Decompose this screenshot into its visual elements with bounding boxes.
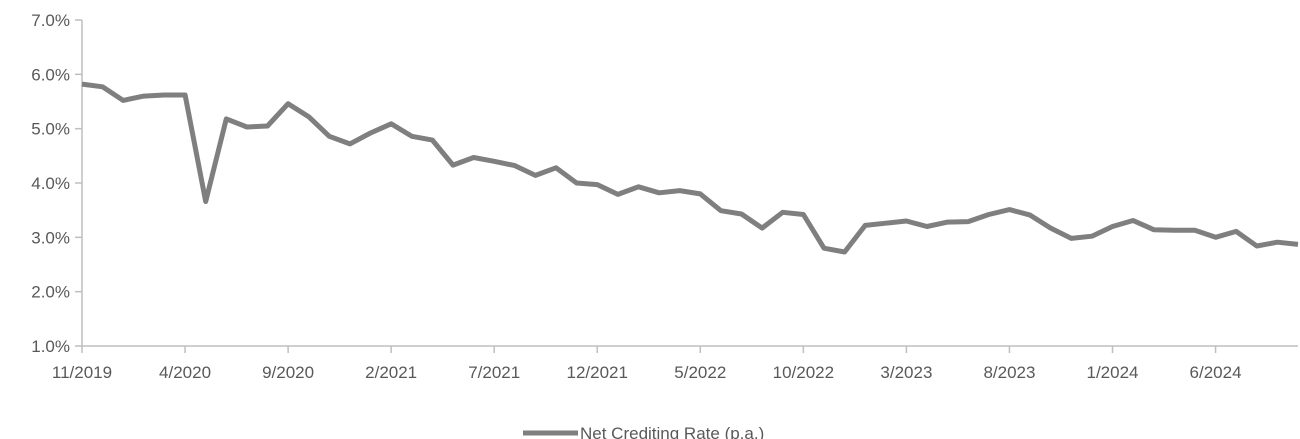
data-point <box>1254 244 1259 249</box>
data-point <box>801 212 806 217</box>
x-tick-label: 3/2023 <box>880 363 932 382</box>
x-tick-label: 7/2021 <box>468 363 520 382</box>
data-point <box>224 116 229 121</box>
data-point <box>925 224 930 229</box>
y-tick-label: 7.0% <box>31 11 70 30</box>
data-point <box>80 82 85 87</box>
data-point <box>1110 224 1115 229</box>
data-point <box>718 208 723 213</box>
data-point <box>244 125 249 130</box>
data-point <box>760 226 765 231</box>
data-point <box>863 223 868 228</box>
data-point <box>986 212 991 217</box>
data-point <box>883 221 888 226</box>
data-point <box>203 199 208 204</box>
data-point <box>780 210 785 215</box>
x-tick-label: 12/2021 <box>567 363 628 382</box>
data-point <box>554 165 559 170</box>
x-tick-label: 4/2020 <box>159 363 211 382</box>
data-point <box>1192 228 1197 233</box>
x-tick-label: 6/2024 <box>1190 363 1242 382</box>
data-point <box>347 141 352 146</box>
data-point <box>512 163 517 168</box>
x-axis: 11/2019 4/2020 9/2020 2/2021 7/2021 12/2021 5/… <box>52 345 1298 382</box>
series-line-net-crediting-rate <box>81 81 1299 255</box>
data-point <box>183 93 188 98</box>
y-tick-label: 1.0% <box>31 337 70 356</box>
data-point <box>1234 229 1239 234</box>
data-point <box>1151 227 1156 232</box>
data-point <box>636 184 641 189</box>
data-point <box>533 173 538 178</box>
data-point <box>1007 207 1012 212</box>
data-point <box>842 250 847 255</box>
data-point <box>1172 228 1177 233</box>
x-tick-label: 1/2024 <box>1087 363 1139 382</box>
data-point <box>822 246 827 251</box>
data-point <box>698 191 703 196</box>
data-point <box>966 219 971 224</box>
data-point <box>430 138 435 143</box>
y-tick-label: 4.0% <box>31 174 70 193</box>
series-layer <box>80 81 1299 255</box>
data-point <box>904 219 909 224</box>
data-point <box>615 192 620 197</box>
x-tick-label: 11/2019 <box>52 363 112 382</box>
data-point <box>265 124 270 129</box>
data-point <box>368 131 373 136</box>
data-point <box>1028 213 1033 218</box>
x-tick-label: 8/2023 <box>983 363 1035 382</box>
data-point <box>121 98 126 103</box>
data-point <box>657 190 662 195</box>
data-point <box>595 182 600 187</box>
data-point <box>286 101 291 106</box>
data-point <box>492 159 497 164</box>
data-point <box>574 181 579 186</box>
data-point <box>389 121 394 126</box>
legend: Net Crediting Rate (p.a.) <box>523 424 764 439</box>
y-tick-label: 6.0% <box>31 65 70 84</box>
data-point <box>451 163 456 168</box>
data-point <box>739 212 744 217</box>
data-point <box>306 114 311 119</box>
y-axis: 1.0% 2.0% 3.0% 4.0% 5.0% 6.0% 7.0% <box>31 11 83 356</box>
x-tick-label: 9/2020 <box>262 363 314 382</box>
legend-label-net-crediting-rate: Net Crediting Rate (p.a.) <box>580 424 764 439</box>
data-point <box>677 188 682 193</box>
data-point <box>471 155 476 160</box>
data-point <box>100 84 105 89</box>
data-point <box>409 134 414 139</box>
x-tick-label: 2/2021 <box>365 363 417 382</box>
y-tick-label: 3.0% <box>31 228 70 247</box>
data-point <box>1069 236 1074 241</box>
data-point <box>162 93 167 98</box>
data-point <box>1213 235 1218 240</box>
y-tick-label: 2.0% <box>31 283 70 302</box>
data-point <box>141 94 146 99</box>
data-point <box>1048 226 1053 231</box>
x-tick-label: 10/2022 <box>773 363 834 382</box>
x-tick-label: 5/2022 <box>674 363 726 382</box>
data-point <box>1089 234 1094 239</box>
data-point <box>1131 218 1136 223</box>
data-point <box>1275 240 1280 245</box>
y-tick-label: 5.0% <box>31 120 70 139</box>
data-point <box>945 220 950 225</box>
data-point <box>327 134 332 139</box>
